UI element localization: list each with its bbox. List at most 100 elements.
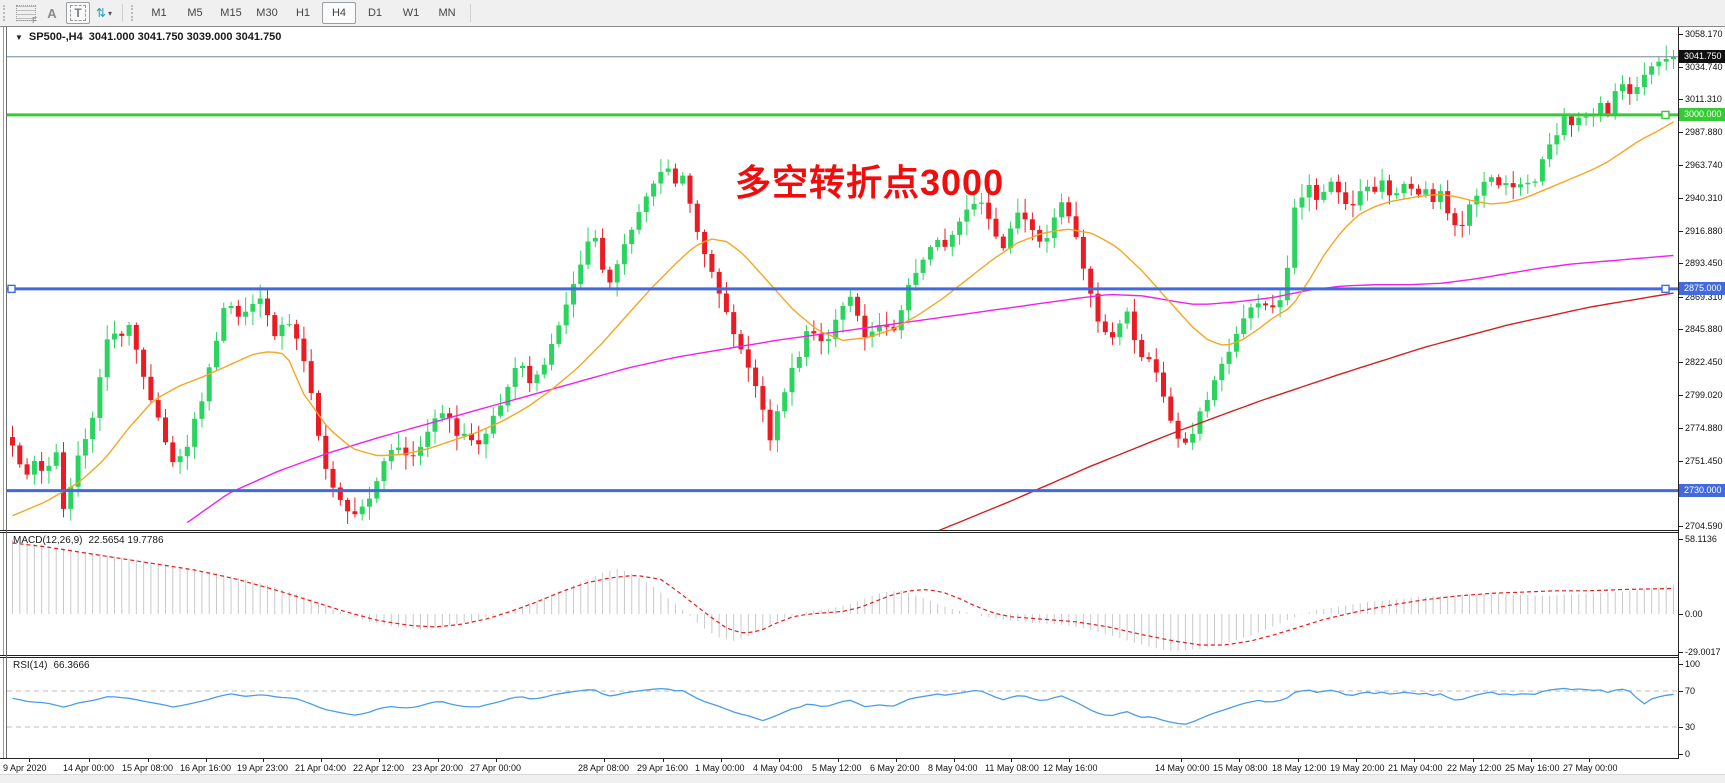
time-axis-tick [148,758,149,762]
time-axis-label: 4 May 04:00 [753,763,803,773]
time-axis-tick [896,758,897,762]
rsi-panel[interactable]: RSI(14) 66.3666 [7,658,1678,758]
text-tool-icon[interactable]: T [66,2,90,24]
toolbar-drag-handle[interactable] [131,5,138,21]
chart-bottom-border [0,758,1725,759]
macd-signal-line [12,542,1674,646]
price-axis-label: 30 [1678,722,1696,732]
rsi-label: RSI(14) 66.3666 [13,660,90,671]
timeframe-mn-button[interactable]: MN [438,7,456,19]
arrow-objects-icon[interactable]: ⇅ ▾ [95,6,113,20]
price-axis-label: 2987.880 [1679,126,1723,137]
time-axis-label: 6 May 20:00 [870,763,920,773]
price-axis-label: 0.00 [1679,609,1703,619]
time-axis-tick [89,758,90,762]
text-label-icon[interactable]: A [47,5,57,21]
price-axis-box-label: 3000.000 [1679,108,1725,122]
time-axis-label: 5 May 12:00 [812,763,862,773]
time-axis-tick [1239,758,1240,762]
price-axis-border [1678,27,1679,759]
toolbar-separator [470,4,471,22]
price-axis-label: -29.0017 [1679,646,1721,657]
price-axis-label: 2799.020 [1679,389,1723,400]
timeframe-h1-button[interactable]: H1 [295,7,311,19]
chart-window: ▼ SP500-,H4 3041.000 3041.750 3039.000 3… [0,26,1725,783]
window-bottom-strip [0,774,1725,783]
time-axis-tick [1069,758,1070,762]
time-axis-label: 21 Apr 04:00 [295,763,347,773]
time-axis-tick [1356,758,1357,762]
time-axis-tick [838,758,839,762]
timeframe-m5-button[interactable]: M5 [187,7,203,19]
rsi-line [12,687,1674,725]
rsi-canvas[interactable] [7,658,1678,758]
time-axis-label: 9 Apr 2020 [3,763,47,773]
time-axis-tick [1531,758,1532,762]
ohlc-quotes: 3041.000 3041.750 3039.000 3041.750 [88,31,282,43]
time-axis-label: 11 May 08:00 [985,763,1039,773]
timeframe-h4-button[interactable]: H4 [322,2,356,24]
macd-canvas[interactable] [7,533,1678,656]
macd-label: MACD(12,26,9) 22.5654 19.7786 [13,535,164,546]
price-axis-box-label: 2730.000 [1679,484,1725,498]
time-axis-tick [263,758,264,762]
price-axis[interactable]: 3058.170 3034.740 3011.310 2987.880 2963.740… [1678,27,1725,759]
price-axis-label: 2940.310 [1679,193,1723,203]
time-axis-tick [1414,758,1415,762]
price-axis-label: 2963.740 [1679,160,1723,171]
timeframe-m1-button[interactable]: M1 [151,7,167,19]
time-axis-label: 23 Apr 20:00 [412,763,464,773]
time-axis-tick [1589,758,1590,762]
time-axis[interactable]: 9 Apr 2020 14 Apr 00:00 15 Apr 08:00 16 Apr… [0,758,1725,774]
macd-panel[interactable]: MACD(12,26,9) 22.5654 19.7786 [7,533,1678,656]
timeframe-w1-button[interactable]: W1 [402,7,420,19]
time-axis-label: 27 May 00:00 [1563,763,1618,773]
timeframe-d1-button[interactable]: D1 [367,7,383,19]
price-axis-label: 3034.740 [1679,61,1723,72]
time-axis-tick [438,758,439,762]
chart-header: ▼ SP500-,H4 3041.000 3041.750 3039.000 3… [15,31,281,43]
annotation-text[interactable]: 多空转折点3000 [735,162,1005,203]
timeframe-m30-button[interactable]: M30 [256,7,278,19]
price-axis-label: 2893.450 [1679,258,1723,269]
time-axis-label: 19 Apr 23:00 [237,763,289,773]
time-axis-label: 16 Apr 16:00 [180,763,232,773]
time-axis-tick [206,758,207,762]
fibonacci-grid-icon[interactable]: F [14,2,38,25]
panel-separator[interactable] [0,530,1678,533]
time-axis-tick [954,758,955,762]
symbol-period-label: SP500-,H4 [28,31,83,43]
price-axis-label: 2916.880 [1679,225,1723,236]
price-axis-label: 3011.310 [1679,94,1722,105]
toolbar: F A T ⇅ ▾ M1 M5 M15 M30 H1 H4 D1 W1 MN [0,0,1725,27]
time-axis-tick [1298,758,1299,762]
time-axis-label: 14 May 00:00 [1155,763,1210,773]
price-axis-label: 70 [1678,686,1696,696]
hline-handle[interactable] [7,284,16,294]
chevron-down-icon: ▾ [108,8,113,18]
candlestick-canvas[interactable] [7,28,1678,531]
time-axis-label: 19 May 20:00 [1330,763,1385,773]
toolbar-drag-handle[interactable] [3,5,10,21]
timeframe-m15-button[interactable]: M15 [220,7,242,19]
price-axis-label: 58.1136 [1679,534,1717,544]
hline-handle[interactable] [1661,110,1670,120]
time-axis-tick [1181,758,1182,762]
time-axis-tick [496,758,497,762]
time-axis-label: 25 May 16:00 [1505,763,1560,773]
time-axis-label: 29 Apr 16:00 [637,763,689,773]
time-axis-label: 15 Apr 08:00 [122,763,174,773]
hline-handle[interactable] [1661,284,1670,294]
macd-values: 22.5654 19.7786 [88,535,164,546]
moving-average-line [937,292,1674,531]
panel-separator[interactable] [0,655,1678,658]
time-axis-tick [721,758,722,762]
price-axis-label: 2869.310 [1679,291,1723,302]
price-axis-label: 2774.880 [1679,423,1723,434]
price-chart-panel[interactable]: ▼ SP500-,H4 3041.000 3041.750 3039.000 3… [7,28,1678,531]
time-axis-label: 22 May 12:00 [1447,763,1502,773]
collapse-chart-icon[interactable]: ▼ [15,32,23,42]
price-axis-label: 2822.450 [1679,357,1723,367]
time-axis-tick [1011,758,1012,762]
